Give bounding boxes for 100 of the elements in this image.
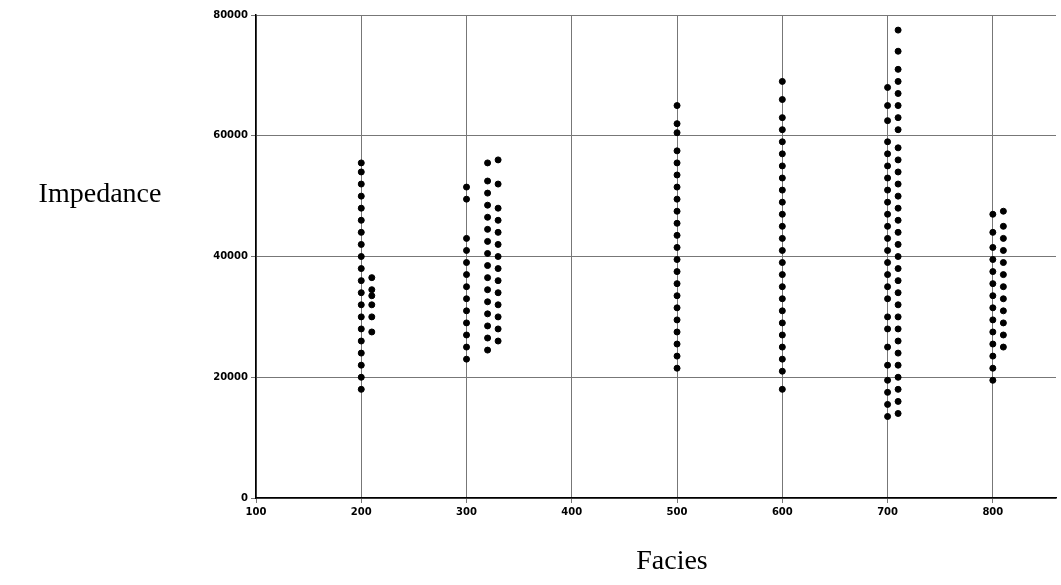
point — [778, 331, 786, 339]
point — [894, 126, 902, 134]
point — [484, 159, 492, 167]
point — [484, 298, 492, 306]
point — [494, 216, 502, 224]
point — [494, 204, 502, 212]
point — [884, 174, 892, 182]
point — [778, 295, 786, 303]
point — [894, 240, 902, 248]
point — [357, 337, 365, 345]
point — [484, 322, 492, 330]
y-tick-label: 0 — [241, 491, 249, 503]
point — [463, 331, 471, 339]
point — [463, 283, 471, 291]
y-tick-label: 80000 — [213, 8, 249, 20]
point — [778, 222, 786, 230]
point — [999, 259, 1007, 267]
point — [357, 265, 365, 273]
point — [484, 346, 492, 354]
point — [673, 292, 681, 300]
point — [484, 274, 492, 282]
point — [884, 400, 892, 408]
point — [884, 412, 892, 420]
point — [673, 280, 681, 288]
point — [778, 367, 786, 375]
point — [673, 243, 681, 251]
point — [999, 222, 1007, 230]
point — [894, 180, 902, 188]
point — [673, 268, 681, 276]
point — [999, 343, 1007, 351]
point — [778, 283, 786, 291]
point — [884, 246, 892, 254]
point — [463, 259, 471, 267]
point — [999, 319, 1007, 327]
point — [494, 253, 502, 260]
point — [999, 331, 1007, 339]
point — [894, 89, 902, 97]
x-tick-label: 300 — [456, 505, 477, 517]
point — [357, 180, 365, 188]
point — [463, 271, 471, 279]
point — [894, 313, 902, 321]
point — [673, 207, 681, 215]
point — [894, 301, 902, 309]
point — [494, 313, 502, 321]
point — [484, 189, 492, 197]
point — [884, 259, 892, 267]
point — [778, 355, 786, 363]
point — [884, 388, 892, 396]
point — [778, 198, 786, 206]
point — [357, 277, 365, 285]
point — [673, 304, 681, 312]
point — [894, 385, 902, 393]
point — [357, 325, 365, 333]
point — [884, 117, 892, 125]
point — [999, 246, 1007, 254]
point — [894, 168, 902, 176]
point — [778, 210, 786, 218]
y-tick-label: 20000 — [213, 370, 249, 382]
point — [494, 337, 502, 345]
point — [357, 313, 365, 321]
point — [778, 385, 786, 393]
point — [894, 409, 902, 417]
point — [778, 150, 786, 158]
point — [368, 313, 376, 321]
point — [673, 171, 681, 179]
point — [999, 271, 1007, 279]
point — [894, 102, 902, 110]
point — [494, 277, 502, 285]
point — [494, 265, 502, 273]
point — [484, 201, 492, 209]
point — [357, 204, 365, 212]
point — [463, 307, 471, 315]
point — [357, 228, 365, 236]
point — [484, 286, 492, 294]
point — [463, 343, 471, 351]
point — [884, 343, 892, 351]
point — [884, 210, 892, 218]
point — [778, 77, 786, 85]
point — [673, 195, 681, 203]
point — [357, 253, 365, 260]
point — [494, 228, 502, 236]
x-tick-label: 700 — [877, 505, 899, 517]
point — [884, 271, 892, 279]
point — [673, 316, 681, 324]
point — [989, 256, 997, 264]
point — [484, 262, 492, 270]
point — [989, 328, 997, 336]
y-axis-title: Impedance — [38, 177, 162, 209]
point — [989, 376, 997, 384]
x-axis-title: Facies — [636, 544, 708, 576]
point — [989, 292, 997, 300]
point — [894, 349, 902, 357]
point — [357, 301, 365, 309]
point — [894, 253, 902, 260]
point — [989, 340, 997, 348]
point — [999, 283, 1007, 291]
point — [368, 328, 376, 336]
point — [357, 349, 365, 357]
point — [884, 222, 892, 230]
point — [894, 265, 902, 273]
